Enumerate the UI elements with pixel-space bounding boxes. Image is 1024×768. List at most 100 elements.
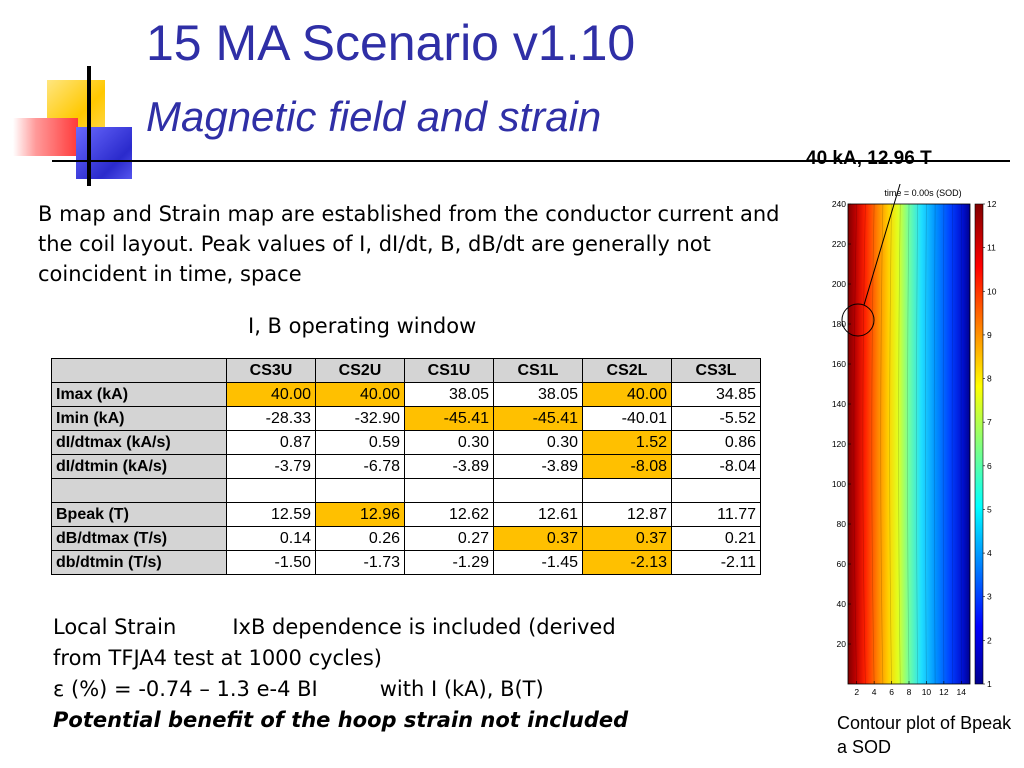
- contour-line: [907, 203, 910, 685]
- table-cell: [493, 478, 583, 503]
- table-cell: -3.79: [226, 454, 316, 479]
- plot-title: time = 0.00s (SOD): [884, 188, 961, 198]
- table-cell: 12.96: [315, 502, 405, 527]
- row-header: dB/dtmax (T/s): [51, 526, 227, 551]
- y-tick-label: 200: [832, 279, 846, 289]
- column-header: CS2L: [582, 358, 672, 383]
- colorbar-tick-label: 4: [987, 548, 992, 558]
- y-tick-label: 220: [832, 239, 846, 249]
- table-cell: -3.89: [493, 454, 583, 479]
- y-tick-label: 20: [837, 639, 847, 649]
- table-row: Imin (kA) -28.33 -32.90 -45.41 -45.41 -40.01-…: [51, 406, 761, 431]
- x-tick-label: 4: [872, 687, 877, 697]
- table-row: [51, 478, 761, 503]
- table-cell: -32.90: [315, 406, 405, 431]
- row-header: [51, 478, 227, 503]
- row-header: Imin (kA): [51, 406, 227, 431]
- y-tick-label: 80: [837, 519, 847, 529]
- y-tick-label: 40: [837, 599, 847, 609]
- colorbar: [974, 203, 984, 685]
- strain-dependence-text: IxB dependence is included (derived: [232, 615, 616, 639]
- logo-red-block: [13, 118, 78, 156]
- table-cell: -28.33: [226, 406, 316, 431]
- peak-marker-circle: [841, 303, 875, 337]
- table-cell: -8.04: [671, 454, 761, 479]
- colorbar-tick-label: 12: [987, 199, 997, 209]
- table-cell: 0.26: [315, 526, 405, 551]
- strain-note: Potential benefit of the hoop strain not…: [53, 708, 629, 732]
- colorbar-tick-label: 1: [987, 679, 992, 689]
- table-cell: 40.00: [226, 382, 316, 407]
- x-tick-label: 6: [889, 687, 894, 697]
- y-tick-label: 120: [832, 439, 846, 449]
- table-cell: 0.37: [493, 526, 583, 551]
- table-cell: -2.11: [671, 550, 761, 575]
- table-cell: 12.59: [226, 502, 316, 527]
- contour-line: [853, 203, 858, 685]
- colorbar-tick-label: 10: [987, 286, 997, 296]
- table-row: db/dtmin (T/s) -1.50 -1.73 -1.29 -1.45 -2.13-…: [51, 550, 761, 575]
- peak-pointer-line: [863, 184, 901, 306]
- strain-units: with I (kA), B(T): [379, 677, 544, 701]
- table-cell: 0.87: [226, 430, 316, 455]
- strain-line-2: from TFJA4 test at 1000 cycles): [53, 646, 382, 670]
- column-header: CS3L: [671, 358, 761, 383]
- table-cell: 0.59: [315, 430, 405, 455]
- contour-line: [889, 203, 892, 685]
- table-cell: [404, 478, 494, 503]
- table-corner-cell: [51, 358, 227, 383]
- table-cell: 40.00: [582, 382, 672, 407]
- title-divider-line: [52, 160, 1010, 162]
- table-row: Imax (kA) 40.00 40.00 38.05 38.05 40.00 34.85: [51, 382, 761, 407]
- table-caption: I, B operating window: [248, 314, 477, 338]
- y-tick-label: 240: [832, 199, 846, 209]
- table-cell: -1.50: [226, 550, 316, 575]
- column-header: CS3U: [226, 358, 316, 383]
- table-row: Bpeak (T) 12.59 12.96 12.62 12.61 12.87 11.77: [51, 502, 761, 527]
- table-cell: -1.29: [404, 550, 494, 575]
- x-tick-label: 14: [957, 687, 967, 697]
- table-cell: [582, 478, 672, 503]
- colorbar-tick-label: 9: [987, 330, 992, 340]
- column-header: CS1L: [493, 358, 583, 383]
- x-tick-label: 10: [922, 687, 932, 697]
- table-cell: 0.30: [493, 430, 583, 455]
- table-cell: -2.13: [582, 550, 672, 575]
- strain-section: Local Strain IxB dependence is included (…: [53, 612, 813, 736]
- contour-field: [848, 204, 970, 684]
- colorbar-tick-label: 7: [987, 417, 992, 427]
- table-cell: -1.45: [493, 550, 583, 575]
- table-cell: 0.21: [671, 526, 761, 551]
- logo-vertical-line: [87, 66, 91, 186]
- table-cell: 38.05: [404, 382, 494, 407]
- contour-line: [916, 203, 919, 685]
- y-tick-label: 160: [832, 359, 846, 369]
- table-cell: 12.87: [582, 502, 672, 527]
- colorbar-tick-label: 8: [987, 374, 992, 384]
- table-cell: 40.00: [315, 382, 405, 407]
- table-row: dI/dtmax (kA/s) 0.87 0.59 0.30 0.30 1.52 0.86: [51, 430, 761, 455]
- x-tick-label: 12: [939, 687, 949, 697]
- y-tick-label: 60: [837, 559, 847, 569]
- table-cell: -40.01: [582, 406, 672, 431]
- table-cell: -1.73: [315, 550, 405, 575]
- table-cell: 12.62: [404, 502, 494, 527]
- table-cell: 34.85: [671, 382, 761, 407]
- strain-line-3: ε (%) = -0.74 – 1.3 e-4 BI with I (kA), B…: [53, 674, 813, 705]
- table-cell: 12.61: [493, 502, 583, 527]
- table-cell: 0.86: [671, 430, 761, 455]
- table-cell: 38.05: [493, 382, 583, 407]
- column-header: CS2U: [315, 358, 405, 383]
- bpeak-contour-plot: time = 0.00s (SOD)2040608010012014016018…: [832, 184, 997, 697]
- table-cell: -3.89: [404, 454, 494, 479]
- colorbar-tick-label: 6: [987, 461, 992, 471]
- y-tick-label: 140: [832, 399, 846, 409]
- row-header: dI/dtmin (kA/s): [51, 454, 227, 479]
- slide-title: 15 MA Scenario v1.10: [146, 15, 636, 71]
- table-cell: -8.08: [582, 454, 672, 479]
- table-cell: 1.52: [582, 430, 672, 455]
- table-cell: 0.14: [226, 526, 316, 551]
- strain-line-1: Local Strain IxB dependence is included (…: [53, 612, 813, 643]
- table-cell: [226, 478, 316, 503]
- table-cell: 11.77: [671, 502, 761, 527]
